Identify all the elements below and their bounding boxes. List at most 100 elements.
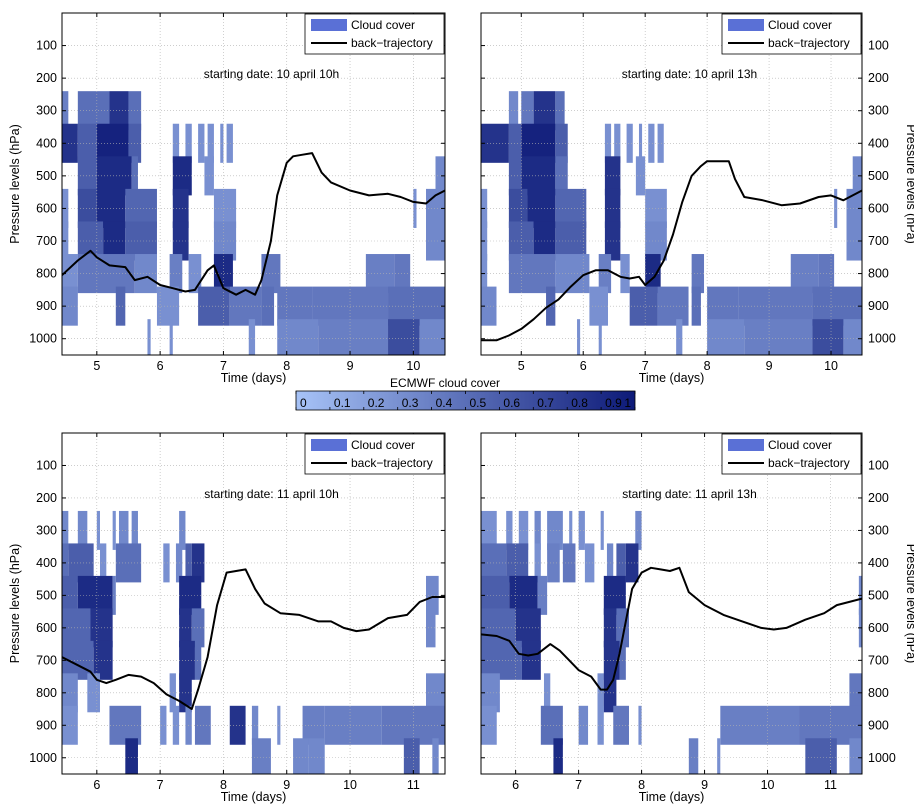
trajectory-line	[481, 566, 862, 691]
cloud-cell	[521, 91, 534, 131]
cloud-cell	[508, 123, 522, 163]
cloud-cell	[426, 608, 436, 648]
axis-ticks: 6 7 8 9 10 11 100 200 300 400 500 600 700 800 900 1000	[481, 433, 896, 792]
chart-panel-top-left: 5 6 7 8 9 10 100 200 300 400 500 600 700 800 900 1000 Ti…	[8, 12, 446, 385]
trajectory-line	[62, 152, 445, 296]
cloud-cell	[99, 543, 107, 583]
start-date-annotation: starting date: 10 april 13h	[622, 67, 757, 81]
cloud-cell	[849, 673, 862, 713]
y-tick-label: 200	[868, 491, 889, 505]
cloud-cell	[77, 510, 88, 550]
y-axis-label: Pressure levels (hPa)	[904, 124, 914, 244]
x-axis-label: Time (days)	[221, 371, 287, 385]
cloud-cell	[261, 286, 275, 326]
cloud-cell	[626, 123, 633, 163]
cloud-cell	[846, 188, 862, 228]
x-tick-label: 5	[518, 359, 525, 373]
colorbar-tick-label: 1	[624, 396, 631, 410]
y-tick-label: 600	[36, 621, 57, 635]
y-tick-label: 500	[868, 169, 889, 183]
trajectory-line	[62, 568, 445, 710]
x-tick-label: 7	[642, 359, 649, 373]
y-axis-label: Pressure levels (hPa)	[8, 124, 22, 244]
cloud-cell	[555, 156, 568, 196]
cloud-cell	[598, 319, 602, 355]
cloud-cell	[198, 286, 230, 326]
colorbar-tick-label: 0.7	[537, 396, 554, 410]
x-tick-label: 5	[93, 359, 100, 373]
cloud-cell	[194, 705, 211, 745]
y-tick-label: 300	[36, 523, 57, 537]
cloud-cell	[207, 123, 214, 163]
cloud-cell	[707, 319, 745, 355]
colorbar-tick-label: 0.9	[605, 396, 622, 410]
cloud-cell	[604, 221, 621, 261]
cloud-cell	[508, 156, 522, 196]
cloud-cell	[648, 123, 655, 163]
cloud-cell	[160, 705, 167, 745]
cloud-cell	[62, 123, 78, 163]
cloud-cell	[569, 510, 573, 550]
y-tick-label: 400	[36, 136, 57, 150]
cloud-cell	[426, 673, 445, 713]
cloud-cell	[308, 738, 325, 774]
legend-trajectory-label: back−trajectory	[351, 36, 433, 50]
axis-ticks: 6 7 8 9 10 11 100 200 300 400 500 600 700 800 900 1000	[29, 433, 445, 792]
cloud-cell	[115, 286, 126, 326]
y-tick-label: 900	[36, 299, 57, 313]
cloud-cell	[134, 254, 157, 294]
y-tick-label: 700	[36, 653, 57, 667]
cloud-cell	[277, 319, 319, 355]
y-tick-label: 400	[36, 556, 57, 570]
cloud-cell	[534, 510, 541, 550]
cloud-cell	[179, 640, 195, 680]
cloud-cell	[540, 705, 563, 745]
colorbar: ECMWF cloud cover 0 0.1 0.2 0.3 0.4 0.5 0.6 0.7…	[295, 376, 636, 411]
y-tick-label: 600	[868, 201, 889, 215]
y-tick-label: 800	[36, 686, 57, 700]
cloud-cell	[213, 221, 237, 261]
chart-panel-bottom-right: 6 7 8 9 10 11 100 200 300 400 500 600 700 800 900 1000 T…	[480, 432, 914, 804]
cloud-cell	[578, 510, 585, 550]
cloud-cell	[62, 286, 78, 326]
cloud-cell	[77, 188, 97, 228]
cloud-cell	[172, 221, 189, 261]
cloud-cell	[691, 286, 701, 326]
cloud-cell	[191, 608, 205, 648]
cloud-cell	[645, 221, 667, 261]
cloud-cell	[676, 319, 683, 355]
cloud-cell	[226, 123, 233, 163]
cloud-cell	[481, 123, 509, 163]
cloud-cell	[481, 705, 497, 745]
cloud-cells	[62, 510, 445, 774]
legend-cloud-swatch	[311, 19, 347, 31]
x-tick-label: 11	[824, 778, 837, 792]
cloud-cell	[426, 575, 439, 615]
colorbar-tick-label: 0.2	[368, 396, 385, 410]
plot-frame	[480, 432, 863, 775]
cloud-cell	[125, 738, 138, 774]
cloud-cell	[547, 510, 563, 550]
y-tick-label: 400	[868, 556, 889, 570]
cloud-cell	[555, 123, 568, 163]
y-tick-label: 200	[36, 71, 57, 85]
cloud-cell	[118, 510, 129, 550]
x-tick-label: 8	[283, 359, 290, 373]
trajectory-line	[481, 160, 862, 342]
x-axis-label: Time (days)	[639, 371, 705, 385]
y-tick-label: 900	[868, 718, 889, 732]
cloud-cell	[77, 123, 97, 163]
cloud-cell	[403, 738, 420, 774]
cloud-cell	[198, 123, 205, 163]
cloud-cell	[62, 673, 78, 713]
y-tick-label: 700	[868, 653, 889, 667]
cloud-cell	[248, 319, 256, 355]
start-date-annotation: starting date: 11 april 13h	[622, 487, 757, 501]
legend-cloud-swatch	[728, 19, 764, 31]
cloud-cells	[62, 91, 445, 355]
legend-cloud-swatch	[311, 439, 347, 451]
cloud-cell	[846, 221, 862, 261]
y-tick-label: 800	[36, 267, 57, 281]
x-tick-label: 7	[575, 778, 582, 792]
cloud-cell	[597, 705, 604, 745]
